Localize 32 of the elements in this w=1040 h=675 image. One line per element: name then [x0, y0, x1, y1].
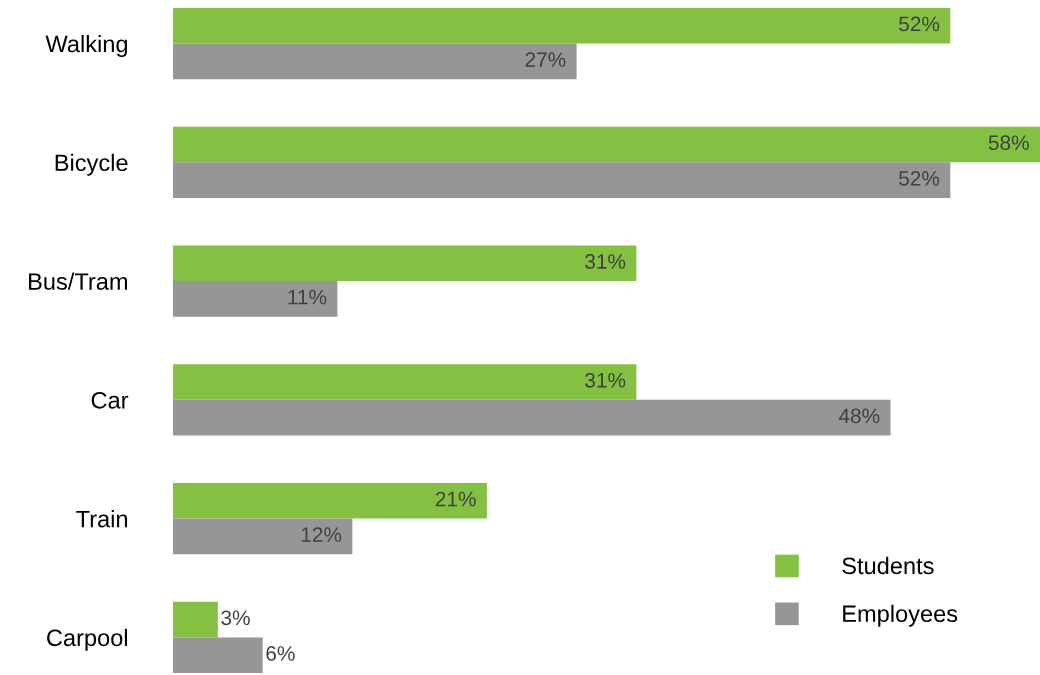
y-tick-label: Carpool — [47, 628, 127, 651]
data-label: 31% — [585, 372, 626, 388]
data-label: 11% — [288, 289, 327, 305]
bar — [173, 126, 1040, 163]
data-label: 31% — [585, 254, 626, 269]
data-label: 48% — [838, 408, 880, 424]
data-label: 52% — [899, 16, 940, 32]
data-label: 52% — [899, 170, 940, 186]
bar — [173, 7, 951, 44]
bar — [173, 43, 577, 80]
data-label: 21% — [435, 491, 476, 507]
bar — [173, 364, 637, 400]
data-label: 12% — [301, 527, 342, 542]
bar — [173, 637, 263, 674]
bar — [173, 281, 338, 317]
data-label: 6% — [266, 646, 295, 661]
data-label: 27% — [525, 52, 566, 67]
data-label: 58% — [988, 135, 1029, 151]
bar — [173, 518, 353, 555]
legend-label: Students — [842, 556, 934, 575]
legend-label: Employees — [843, 604, 958, 627]
y-tick-label: Bus/Tram — [29, 272, 127, 290]
data-label: 3% — [221, 610, 250, 626]
bar — [173, 601, 218, 638]
y-tick-label: Walking — [45, 34, 128, 57]
bar — [173, 245, 637, 282]
bar — [173, 399, 891, 436]
y-tick-label: Bicycle — [55, 153, 128, 176]
bar — [173, 482, 487, 519]
bar — [173, 162, 951, 198]
y-tick-label: Car — [91, 391, 129, 409]
y-tick-label: Train — [76, 510, 128, 528]
